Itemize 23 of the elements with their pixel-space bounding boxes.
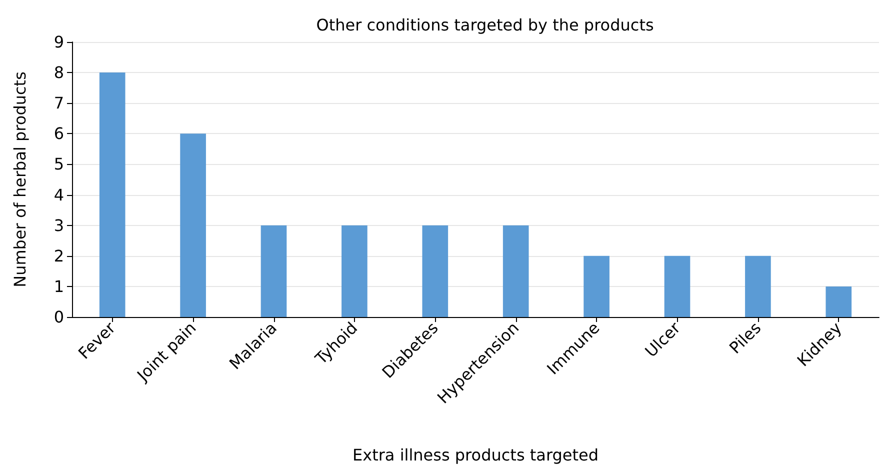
x-axis-title: Extra illness products targeted [352,446,599,464]
y-tick-label: 7 [54,94,64,113]
y-tick-label: 8 [54,63,64,82]
y-tick-label: 1 [54,276,64,296]
bar [664,256,690,317]
bar [99,72,126,317]
bar [260,225,287,317]
y-axis-title: Number of herbal products [10,72,30,288]
y-tick-label: 3 [54,216,64,235]
y-tick-label: 4 [54,185,64,204]
bar [502,225,529,317]
bar [745,256,771,317]
bar [584,256,610,317]
y-tick-label: 0 [54,308,64,326]
y-tick-label: 5 [54,154,64,174]
y-tick-label: 6 [54,124,64,144]
chart-title: Other conditions targeted by the products [316,16,654,34]
bar [342,225,368,317]
bar [180,134,206,317]
y-tick-label: 9 [54,32,64,52]
bar [826,286,852,317]
bar [422,225,448,317]
y-tick-label: 2 [54,246,64,266]
